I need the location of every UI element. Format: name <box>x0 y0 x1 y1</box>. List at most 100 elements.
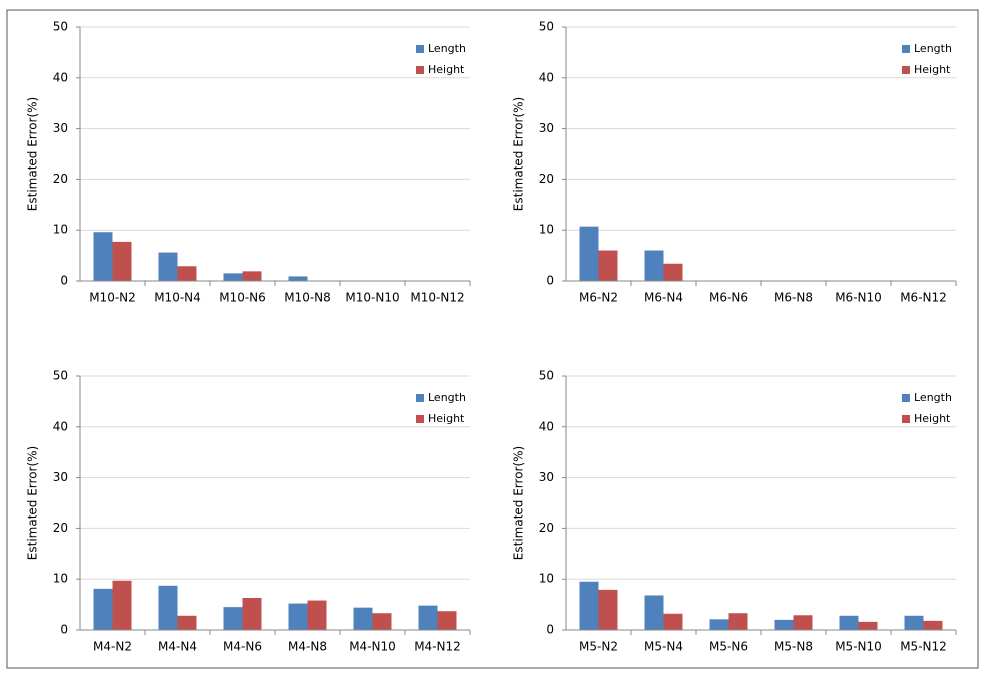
x-tick-label: M6-N10 <box>835 291 882 305</box>
y-tick-label: 10 <box>539 223 554 237</box>
y-tick-label: 10 <box>53 223 68 237</box>
legend-label: Height <box>428 412 465 425</box>
y-tick-label: 40 <box>53 419 68 433</box>
x-tick-label: M5-N2 <box>579 640 618 654</box>
bar <box>437 611 457 630</box>
legend-label: Height <box>428 63 465 76</box>
legend-label: Length <box>428 42 466 55</box>
x-tick-label: M6-N4 <box>644 291 683 305</box>
bar <box>93 232 113 281</box>
legend-swatch <box>902 66 910 74</box>
bar <box>307 600 327 630</box>
y-tick-label: 50 <box>539 20 554 34</box>
y-tick-label: 0 <box>60 623 68 637</box>
y-tick-label: 0 <box>546 623 554 637</box>
bar <box>904 615 924 630</box>
legend-label: Length <box>914 42 952 55</box>
bar <box>598 250 618 281</box>
bar <box>372 613 392 630</box>
y-tick-label: 30 <box>539 470 554 484</box>
frame <box>6 9 979 669</box>
bar <box>158 252 178 281</box>
x-tick-label: M4-N12 <box>414 640 461 654</box>
y-axis-label: Estimated Error(%) <box>26 97 40 211</box>
x-tick-label: M5-N6 <box>709 640 748 654</box>
x-tick-label: M5-N8 <box>774 640 813 654</box>
legend-label: Height <box>914 412 951 425</box>
bar <box>223 273 243 281</box>
y-tick-label: 40 <box>539 70 554 84</box>
bar <box>418 605 438 630</box>
legend-swatch <box>902 45 910 53</box>
legend-swatch <box>416 66 424 74</box>
y-axis-label: Estimated Error(%) <box>26 446 40 560</box>
x-tick-label: M10-N8 <box>284 291 331 305</box>
bar <box>598 589 618 630</box>
bar <box>93 588 113 630</box>
x-tick-label: M5-N10 <box>835 640 882 654</box>
legend-swatch <box>416 394 424 402</box>
legend-label: Length <box>428 391 466 404</box>
x-tick-label: M5-N4 <box>644 640 683 654</box>
y-tick-label: 50 <box>53 369 68 383</box>
bar <box>663 263 683 281</box>
bar <box>579 226 599 281</box>
x-tick-label: M5-N12 <box>900 640 947 654</box>
y-tick-label: 20 <box>53 521 68 535</box>
x-tick-label: M4-N2 <box>93 640 132 654</box>
legend-label: Length <box>914 391 952 404</box>
bar <box>242 597 262 630</box>
x-tick-label: M10-N10 <box>345 291 399 305</box>
bar <box>242 271 262 281</box>
bar <box>158 585 178 630</box>
y-tick-label: 20 <box>539 172 554 186</box>
y-tick-label: 30 <box>539 121 554 135</box>
bar <box>177 615 197 630</box>
legend-swatch <box>902 415 910 423</box>
x-tick-label: M6-N8 <box>774 291 813 305</box>
legend-swatch <box>416 45 424 53</box>
x-tick-label: M4-N6 <box>223 640 262 654</box>
y-axis-label: Estimated Error(%) <box>512 446 526 560</box>
x-tick-label: M6-N6 <box>709 291 748 305</box>
y-tick-label: 50 <box>539 369 554 383</box>
bar <box>177 266 197 281</box>
x-tick-label: M4-N8 <box>288 640 327 654</box>
y-axis-label: Estimated Error(%) <box>512 97 526 211</box>
bar <box>709 619 729 630</box>
bar <box>728 613 748 630</box>
legend-swatch <box>416 415 424 423</box>
bar <box>288 603 308 630</box>
bar <box>288 276 308 281</box>
bar <box>644 595 664 630</box>
bar <box>112 580 132 630</box>
y-tick-label: 10 <box>53 572 68 586</box>
x-tick-label: M4-N4 <box>158 640 197 654</box>
x-tick-label: M4-N10 <box>349 640 396 654</box>
bar <box>644 250 664 281</box>
bar <box>579 581 599 630</box>
y-tick-label: 0 <box>60 274 68 288</box>
bar <box>223 607 243 630</box>
y-tick-label: 30 <box>53 121 68 135</box>
x-tick-label: M10-N2 <box>89 291 136 305</box>
y-tick-label: 10 <box>539 572 554 586</box>
bar <box>923 620 943 630</box>
bar <box>858 621 878 630</box>
x-tick-label: M10-N4 <box>154 291 201 305</box>
bar <box>353 607 373 630</box>
legend-label: Height <box>914 63 951 76</box>
x-tick-label: M10-N12 <box>410 291 464 305</box>
legend-swatch <box>902 394 910 402</box>
x-tick-label: M6-N12 <box>900 291 947 305</box>
y-tick-label: 20 <box>53 172 68 186</box>
bar <box>839 615 859 630</box>
y-tick-label: 20 <box>539 521 554 535</box>
y-tick-label: 0 <box>546 274 554 288</box>
bar <box>774 619 794 630</box>
bar <box>663 613 683 630</box>
bar <box>112 241 132 281</box>
y-tick-label: 50 <box>53 20 68 34</box>
bar <box>793 615 813 630</box>
